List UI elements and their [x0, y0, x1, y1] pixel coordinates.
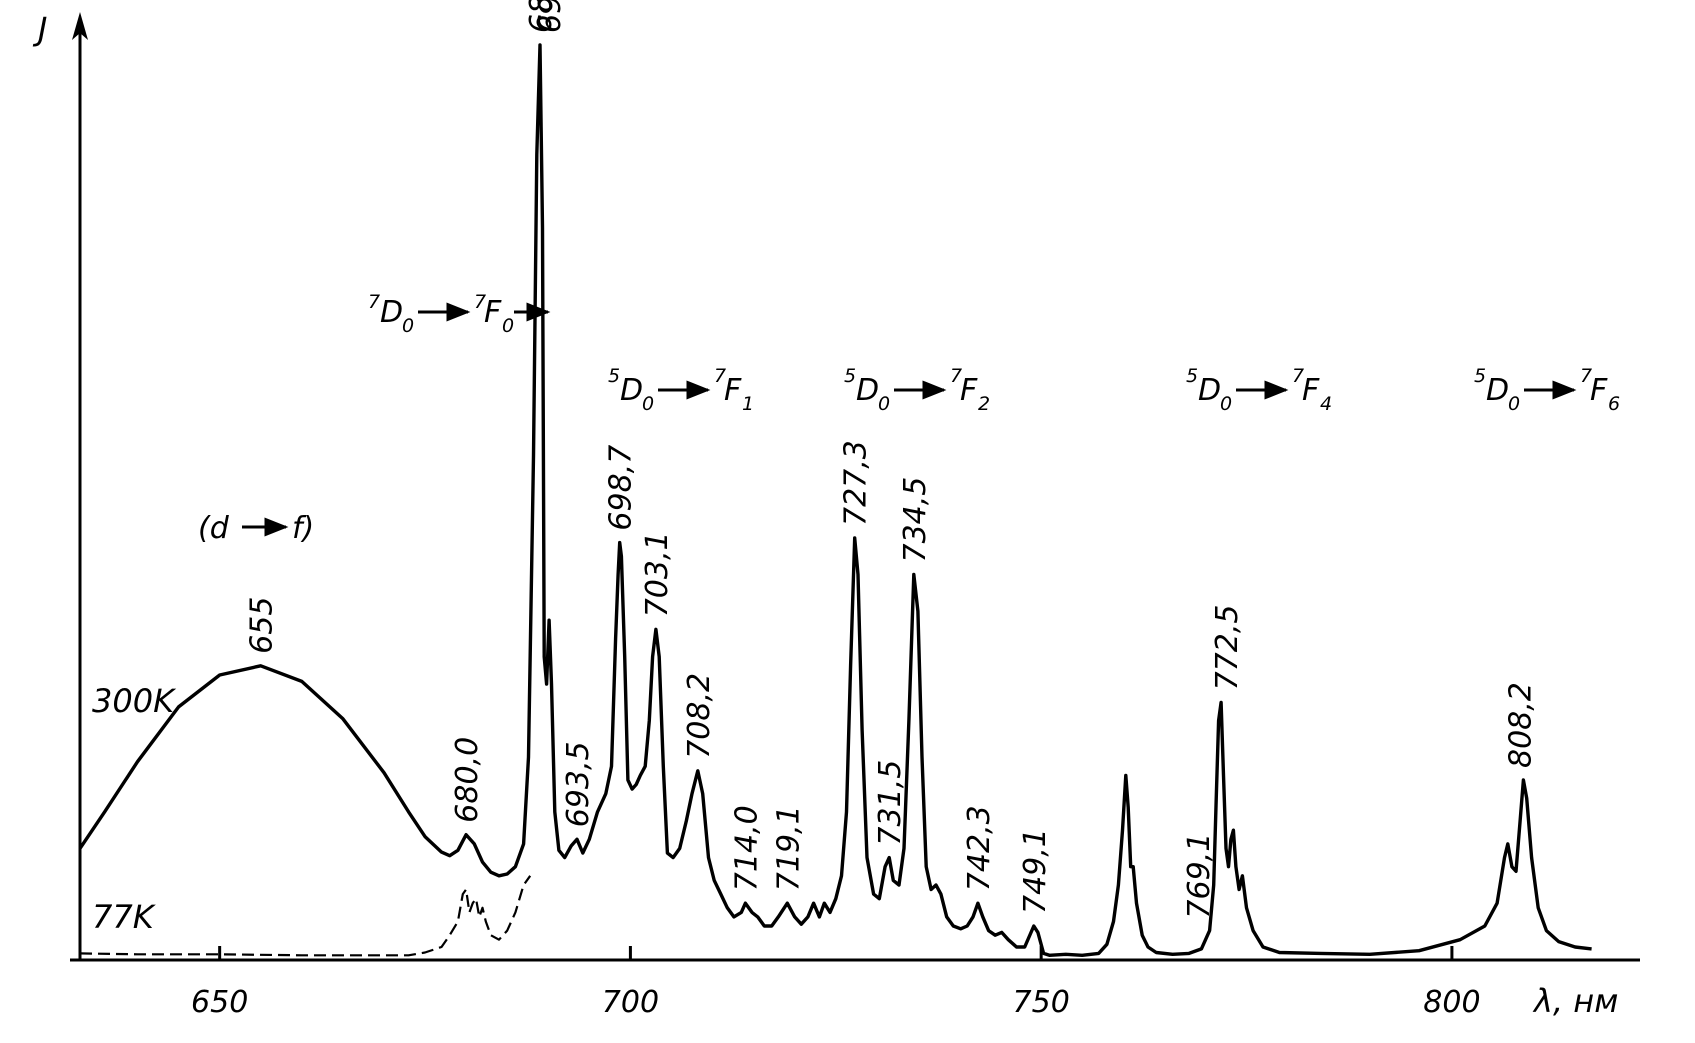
peak-label: 727,3 [839, 440, 874, 526]
series-77k-line [79, 875, 532, 957]
peak-label: 808,2 [1503, 682, 1538, 768]
peak-label: 693,5 [561, 741, 596, 827]
svg-text:7: 7 [368, 291, 380, 313]
x-tick-label: 800 [1423, 985, 1480, 1020]
transition-label: 5 D 0 7 F 1 [608, 365, 754, 415]
svg-text:7: 7 [474, 291, 486, 313]
y-axis-label: J [32, 10, 47, 48]
svg-text:2: 2 [978, 393, 990, 415]
svg-text:7: 7 [714, 365, 726, 387]
x-ticks: 650 700 750 800 [191, 946, 1481, 1020]
transition-label: 7 D 0 7 F 0 [368, 291, 551, 337]
peak-labels: 655680,0689,0690,1693,5698,7703,1708,271… [245, 0, 1539, 919]
svg-text:6: 6 [1608, 393, 1620, 415]
svg-text:0: 0 [1508, 393, 1520, 415]
svg-text:7: 7 [950, 365, 962, 387]
peak-label: 769,1 [1182, 833, 1217, 919]
peak-label: 719,1 [771, 805, 806, 891]
svg-text:F: F [1590, 373, 1608, 408]
band-label-close: f) [292, 511, 314, 546]
svg-text:0: 0 [1220, 393, 1232, 415]
svg-text:F: F [960, 373, 978, 408]
svg-text:0: 0 [642, 393, 654, 415]
peak-label: 703,1 [640, 531, 675, 617]
peak-label: 690,1 [533, 0, 568, 33]
transition-labels: 7 D 0 7 F 0 5 D 0 7 F 1 5 D 0 7 F 2 [368, 291, 1620, 415]
peak-label: 714,0 [729, 805, 764, 891]
svg-text:D: D [1198, 373, 1221, 408]
svg-text:1: 1 [742, 393, 754, 415]
y-axis-arrow-icon [72, 12, 88, 40]
svg-text:5: 5 [1474, 365, 1486, 387]
x-axis-label: λ, нм [1532, 982, 1618, 1020]
peak-label: 655 [245, 597, 280, 654]
x-tick-label: 750 [1013, 985, 1070, 1020]
peak-label: 742,3 [962, 805, 997, 891]
svg-text:0: 0 [402, 315, 414, 337]
peak-label: 772,5 [1210, 605, 1245, 691]
svg-text:F: F [1302, 373, 1320, 408]
peak-label: 749,1 [1018, 828, 1053, 914]
svg-text:F: F [484, 295, 502, 330]
svg-text:7: 7 [1292, 365, 1304, 387]
svg-text:F: F [724, 373, 742, 408]
peak-label: 680,0 [450, 737, 485, 823]
peak-label: 731,5 [873, 760, 908, 846]
series-300k-line [78, 43, 1592, 957]
svg-text:D: D [1486, 373, 1509, 408]
peak-label: 734,5 [898, 477, 933, 563]
svg-text:7: 7 [1580, 365, 1592, 387]
peak-label: 698,7 [604, 445, 639, 531]
peak-label: 708,2 [682, 673, 717, 759]
svg-text:4: 4 [1320, 393, 1332, 415]
svg-text:0: 0 [502, 315, 514, 337]
x-tick-label: 650 [191, 985, 248, 1020]
svg-text:5: 5 [1186, 365, 1198, 387]
band-label: (d f) [198, 511, 314, 546]
series-label-300k: 300K [92, 682, 177, 720]
transition-label: 5 D 0 7 F 4 [1186, 365, 1332, 415]
transition-label: 5 D 0 7 F 2 [844, 365, 990, 415]
peak-label: 689,0 [524, 0, 559, 33]
band-label-open: (d [198, 511, 230, 546]
svg-text:D: D [380, 295, 403, 330]
svg-text:0: 0 [878, 393, 890, 415]
x-tick-label: 700 [602, 985, 659, 1020]
svg-text:D: D [856, 373, 879, 408]
svg-text:5: 5 [844, 365, 856, 387]
series-label-77k: 77K [92, 898, 157, 936]
transition-label: 5 D 0 7 F 6 [1474, 365, 1620, 415]
curves [78, 43, 1592, 957]
svg-text:D: D [620, 373, 643, 408]
svg-text:5: 5 [608, 365, 620, 387]
